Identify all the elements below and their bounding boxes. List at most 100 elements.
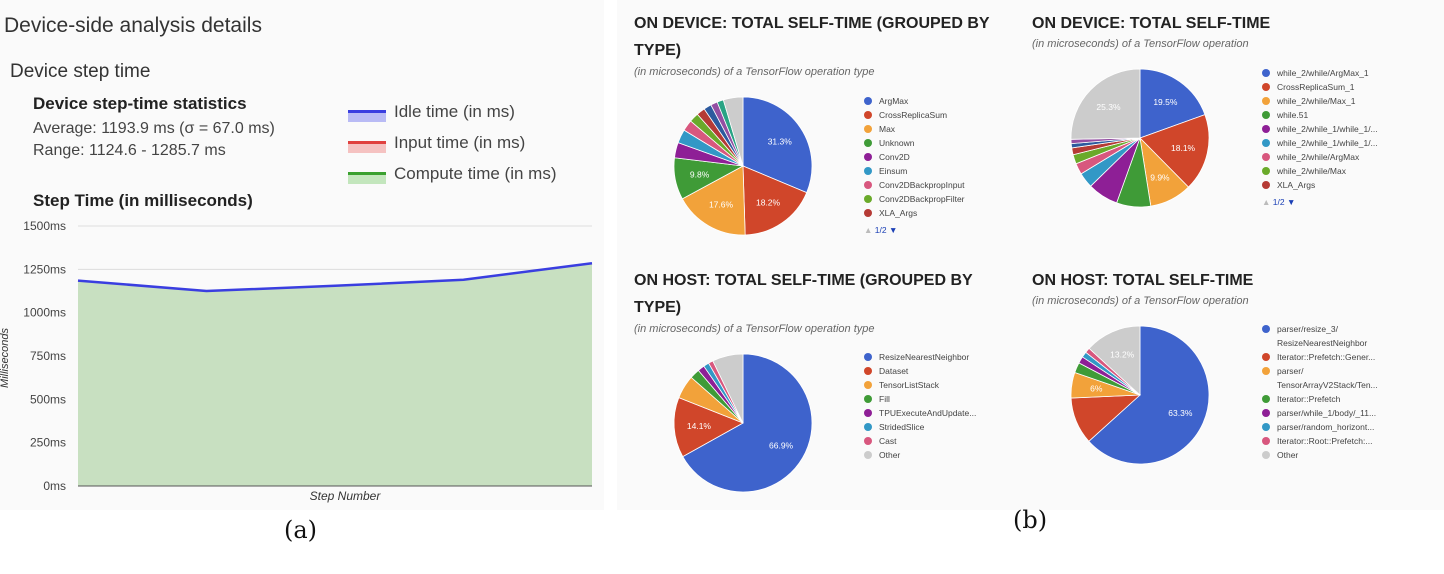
legend-dot — [1262, 325, 1270, 333]
legend-item[interactable]: TensorListStack — [864, 378, 976, 392]
legend-item[interactable]: Iterator::Root::Prefetch:... — [1262, 434, 1378, 448]
legend-item[interactable]: Iterator::Prefetch — [1262, 392, 1378, 406]
legend-pager[interactable]: ▲ 1/2 ▼ — [864, 225, 897, 235]
legend-label: Other — [879, 450, 901, 460]
legend-item[interactable]: while_2/while/ArgMax_1 — [1262, 66, 1378, 80]
pie-slice — [722, 96, 744, 167]
legend-item[interactable]: Dataset — [864, 364, 976, 378]
legend-item[interactable]: Fill — [864, 392, 976, 406]
legend-item[interactable]: parser/TensorArrayV2Stack/Ten... — [1262, 364, 1378, 392]
legend-item[interactable]: CrossReplicaSum_1 — [1262, 80, 1378, 94]
legend-label: parser/random_horizont... — [1277, 422, 1375, 432]
legend-item[interactable]: while_2/while_1/while_1/... — [1262, 122, 1378, 136]
caption-b: (b) — [1013, 506, 1048, 534]
legend-label: Iterator::Root::Prefetch:... — [1277, 436, 1373, 446]
pie-slice — [1088, 325, 1141, 396]
pie-title: ON HOST: TOTAL SELF-TIME (GROUPED BY TYP… — [634, 272, 973, 316]
legend-item[interactable]: Cast — [864, 434, 976, 448]
page-up-icon[interactable]: ▲ — [1262, 197, 1271, 207]
legend-pager[interactable]: ▲ 1/2 ▼ — [1262, 197, 1295, 207]
legend-dot — [1262, 367, 1270, 375]
legend-item[interactable]: Iterator::Prefetch::Gener... — [1262, 350, 1378, 364]
legend-dot — [1262, 395, 1270, 403]
legend-dot — [864, 125, 872, 133]
legend-label: Idle time (in ms) — [394, 102, 515, 121]
legend-item[interactable]: Max — [864, 122, 965, 136]
legend-item[interactable]: parser/while_1/body/_11... — [1262, 406, 1378, 420]
legend-item[interactable]: parser/resize_3/ResizeNearestNeighbor — [1262, 322, 1378, 350]
page-down-icon[interactable]: ▼ — [1287, 197, 1296, 207]
legend-item[interactable]: XLA_Args — [864, 206, 965, 220]
y-tick-label: 1000ms — [23, 306, 66, 320]
legend-label: CrossReplicaSum_1 — [1277, 82, 1355, 92]
stats-range: Range: 1124.6 - 1285.7 ms — [33, 142, 226, 159]
y-tick-label: 250ms — [30, 436, 66, 450]
legend-dot — [1262, 69, 1270, 77]
legend-item[interactable]: while_2/while/Max — [1262, 164, 1378, 178]
slice-label: 31.3% — [768, 137, 793, 147]
legend-label: Input time (in ms) — [394, 133, 526, 152]
legend-label: Iterator::Prefetch — [1277, 394, 1341, 404]
legend-label: TensorArrayV2Stack/Ten... — [1277, 380, 1378, 390]
legend-dot — [864, 353, 872, 361]
legend-item[interactable]: CrossReplicaSum — [864, 108, 965, 122]
legend-item[interactable]: XLA_Args — [1262, 178, 1378, 192]
legend-item[interactable]: Conv2DBackpropFilter — [864, 192, 965, 206]
legend-label: Compute time (in ms) — [394, 164, 557, 183]
legend-dot — [864, 139, 872, 147]
slice-label: 9.9% — [1150, 172, 1170, 182]
legend-dot — [864, 395, 872, 403]
y-axis-label: Milliseconds — [0, 328, 11, 388]
legend-label: Conv2DBackpropFilter — [879, 194, 965, 204]
legend-label: Einsum — [879, 166, 908, 176]
legend-item[interactable]: ResizeNearestNeighbor — [864, 350, 976, 364]
y-tick-label: 1250ms — [23, 262, 66, 276]
page-up-icon[interactable]: ▲ — [864, 225, 873, 235]
legend-label: Conv2DBackpropInput — [879, 180, 965, 190]
legend-item[interactable]: while_2/while/ArgMax — [1262, 150, 1378, 164]
step-time-chart: 0ms 250ms 500ms 750ms 1000ms 1250ms 1500ms Step… — [0, 219, 593, 503]
pie-slice — [1070, 68, 1141, 140]
legend-label: Dataset — [879, 366, 909, 376]
legend-item[interactable]: Other — [864, 448, 976, 462]
legend-item[interactable]: Einsum — [864, 164, 965, 178]
pie-chart-device-by-type: 31.3% 18.2% 17.6% 9.8% — [673, 96, 813, 236]
legend-item[interactable]: Unknown — [864, 136, 965, 150]
legend-item[interactable]: Conv2DBackpropInput — [864, 178, 965, 192]
legend-item[interactable]: while_2/while_1/while_1/... — [1262, 136, 1378, 150]
legend-item[interactable]: ArgMax — [864, 94, 965, 108]
slice-label: 25.3% — [1096, 102, 1121, 112]
legend-item[interactable]: parser/random_horizont... — [1262, 420, 1378, 434]
legend-dot — [1262, 97, 1270, 105]
pie-title: ON DEVICE: TOTAL SELF-TIME — [1032, 15, 1271, 32]
pie-subtitle: (in microseconds) of a TensorFlow operat… — [1032, 295, 1249, 307]
legend-dot — [864, 423, 872, 431]
slice-label: 13.2% — [1110, 350, 1135, 360]
legend-item[interactable]: StridedSlice — [864, 420, 976, 434]
pie-slice — [1088, 325, 1210, 465]
legend-label: XLA_Args — [1277, 180, 1316, 190]
pie-legend: ResizeNearestNeighbor Dataset TensorListSt… — [864, 350, 976, 462]
pie-subtitle: (in microseconds) of a TensorFlow operat… — [1032, 38, 1249, 50]
stats-title: Device step-time statistics — [33, 94, 247, 113]
step-time-panel: Device-side analysis details Device step… — [0, 0, 604, 510]
legend-label: TPUExecuteAndUpdate... — [879, 408, 977, 418]
pie-chart-host-by-op: 63.3% 6% 13.2% — [1070, 325, 1210, 465]
pie-title: ON HOST: TOTAL SELF-TIME — [1032, 272, 1254, 289]
legend-dot — [864, 409, 872, 417]
slice-label: 63.3% — [1168, 408, 1193, 418]
legend-item[interactable]: while_2/while/Max_1 — [1262, 94, 1378, 108]
legend-item[interactable]: TPUExecuteAndUpdate... — [864, 406, 976, 420]
legend-item[interactable]: while.51 — [1262, 108, 1378, 122]
legend-dot — [864, 209, 872, 217]
legend-item[interactable]: Other — [1262, 448, 1378, 462]
page-down-icon[interactable]: ▼ — [889, 225, 898, 235]
legend-dot — [864, 181, 872, 189]
y-tick-label: 0ms — [43, 479, 66, 493]
pie-slice — [673, 397, 744, 458]
legend-dot — [864, 97, 872, 105]
pie-legend: parser/resize_3/ResizeNearestNeighbor Ite… — [1262, 322, 1378, 462]
legend-item[interactable]: Conv2D — [864, 150, 965, 164]
idle-time-line — [77, 262, 593, 293]
